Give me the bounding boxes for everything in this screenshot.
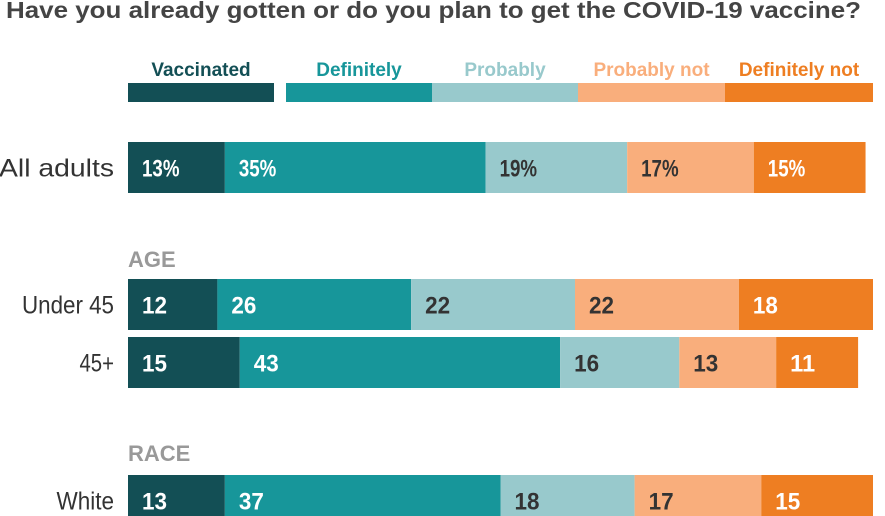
legend: Vaccinated Definitely Probably Probably not… [128,60,873,102]
bar-all-adults-definitely-not [753,142,866,193]
group-heading-race: RACE [128,441,190,466]
row-label-all-adults: All adults [0,155,114,183]
value-label-45-probably: 16 [574,351,599,378]
bars: All adults 13% 35% 19% 17% 15% AGE Under 45 12 26… [0,142,873,516]
bar-under-45-probably-not [575,279,739,330]
value-label-45-definitely: 43 [254,351,279,378]
bar-all-adults-definitely [224,142,486,193]
legend-label-vaccinated: Vaccinated [151,60,250,81]
bar-under-45-probably [411,279,575,330]
bar-white-vaccinated [128,475,225,516]
value-label-under-45-definitely-not: 18 [753,293,778,320]
value-label-white-probably: 18 [515,489,540,516]
value-label-45-probably-not: 13 [693,351,718,378]
bar-45-definitely-not [776,337,859,388]
bar-45-probably [560,337,680,388]
bar-45-vaccinated [128,337,240,388]
value-label-white-vaccinated: 13 [142,489,167,516]
legend-swatch-definitely [286,83,432,102]
bar-white-definitely [224,475,501,516]
value-label-all-adults-probably-not: 17% [641,156,679,183]
value-label-under-45-definitely: 26 [231,293,256,320]
legend-label-definitely-not: Definitely not [739,60,860,81]
value-label-white-definitely-not: 15 [775,489,800,516]
legend-label-probably: Probably [464,60,546,81]
legend-swatch-probably-not [578,83,725,102]
bar-45-definitely [239,337,561,388]
value-label-white-probably-not: 17 [649,489,674,516]
value-label-under-45-probably-not: 22 [589,293,614,320]
bar-all-adults-probably [485,142,628,193]
chart-title: Have you already gotten or do you plan t… [6,0,861,23]
legend-swatch-definitely-not [725,83,873,102]
bar-white-definitely-not [761,475,873,516]
bar-under-45-definitely [217,279,412,330]
value-label-under-45-probably: 22 [425,293,450,320]
value-label-under-45-vaccinated: 12 [142,293,167,320]
legend-swatch-vaccinated [128,83,274,102]
value-label-all-adults-definitely: 35% [239,156,277,183]
row-label-45: 45+ [80,350,115,378]
value-label-all-adults-vaccinated: 13% [142,156,180,183]
legend-label-definitely: Definitely [316,60,402,81]
bar-white-probably [500,475,635,516]
bar-under-45-definitely-not [738,279,873,330]
row-label-white: White [57,488,115,516]
value-label-45-definitely-not: 11 [790,351,815,378]
bar-all-adults-probably-not [627,142,754,193]
row-label-under-45: Under 45 [22,292,114,320]
group-heading-age: AGE [128,247,176,272]
bar-all-adults-vaccinated [128,142,225,193]
value-label-all-adults-definitely-not: 15% [768,156,806,183]
legend-label-probably-not: Probably not [593,60,710,81]
value-label-all-adults-probably: 19% [500,156,537,183]
legend-swatch-probably [432,83,578,102]
bar-under-45-vaccinated [128,279,218,330]
value-label-45-vaccinated: 15 [142,351,167,378]
value-label-white-definitely: 37 [239,489,264,516]
bar-white-probably-not [634,475,762,516]
bar-45-probably-not [679,337,777,388]
